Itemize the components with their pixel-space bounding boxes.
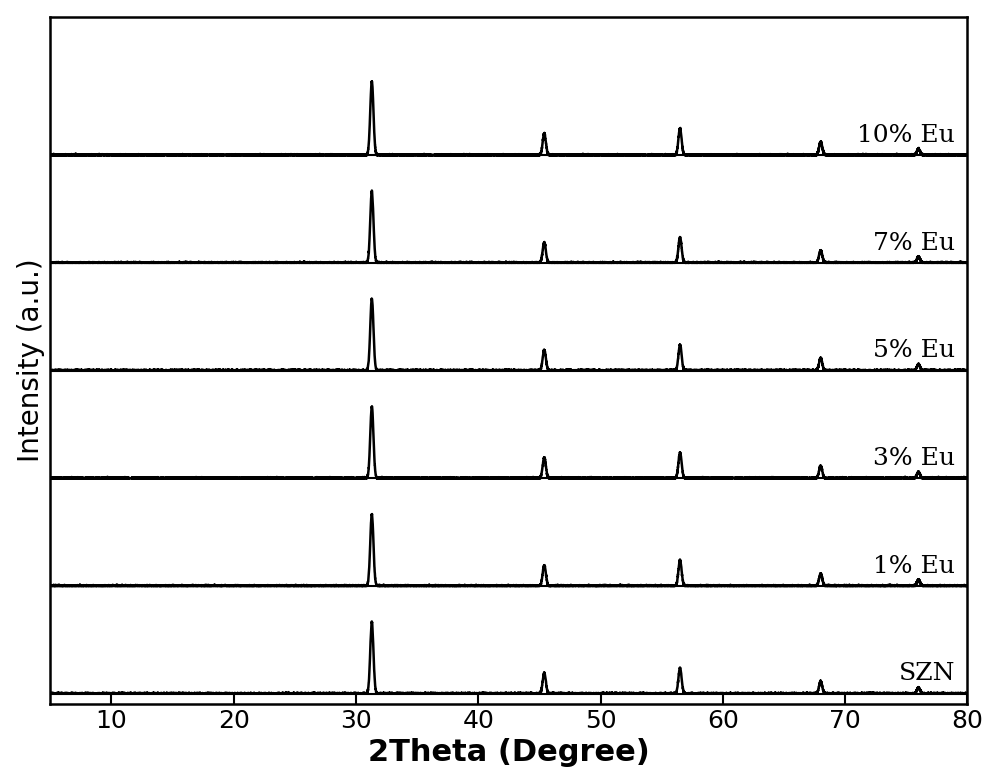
Text: 7% Eu: 7% Eu (873, 231, 955, 255)
X-axis label: 2Theta (Degree): 2Theta (Degree) (368, 739, 650, 768)
Text: SZN: SZN (899, 662, 955, 685)
Y-axis label: Intensity (a.u.): Intensity (a.u.) (17, 259, 45, 462)
Text: 10% Eu: 10% Eu (857, 124, 955, 147)
Text: 5% Eu: 5% Eu (873, 339, 955, 362)
Text: 1% Eu: 1% Eu (873, 555, 955, 578)
Text: 3% Eu: 3% Eu (873, 447, 955, 470)
